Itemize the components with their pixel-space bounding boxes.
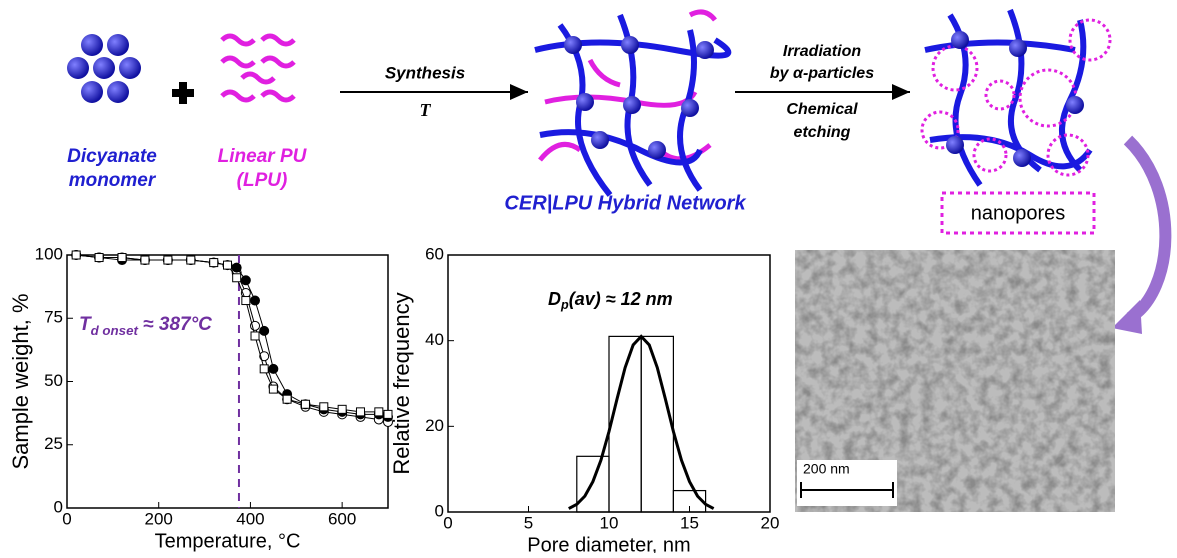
lpu-icon [220, 33, 296, 103]
arrow-head [1112, 300, 1142, 334]
marker [282, 394, 292, 404]
annotation: Td onset ≈ 387°C [79, 314, 212, 338]
marker [140, 255, 150, 265]
marker [209, 258, 219, 268]
marker [259, 325, 270, 336]
x-tick-label: 20 [761, 513, 780, 532]
annotation-part: d onset [91, 323, 139, 338]
porous-network-icon [920, 8, 1112, 187]
label: Linear PU [218, 146, 308, 167]
annotation-part: ≈ 387°C [138, 314, 212, 335]
label: nanopores [971, 202, 1066, 224]
marker [355, 407, 365, 417]
scale-label: 200 nm [803, 461, 850, 477]
y-tick-label: 40 [425, 330, 444, 349]
marker [117, 253, 127, 263]
plus-sign [172, 82, 194, 104]
nanopores-box [940, 191, 1096, 235]
label: Chemical [786, 101, 858, 118]
y-tick-label: 20 [425, 416, 444, 435]
label: Irradiation [783, 43, 861, 60]
annotation: Dp(av) ≈ 12 nm [548, 289, 673, 313]
marker [374, 407, 384, 417]
y-tick-label: 75 [44, 308, 63, 327]
y-tick-label: 100 [35, 244, 63, 263]
y-tick-label: 60 [425, 244, 444, 263]
label: monomer [69, 170, 157, 191]
network-icon [534, 9, 732, 197]
marker [232, 273, 242, 283]
x-tick-label: 15 [680, 513, 699, 532]
plot-frame [66, 254, 389, 509]
marker [250, 331, 260, 341]
x-axis-label: Temperature, °C [155, 530, 301, 552]
x-tick-label: 0 [443, 513, 452, 532]
fit-curve [568, 334, 715, 510]
x-tick-label: 5 [524, 513, 533, 532]
marker [259, 351, 270, 362]
curved-arrow [1123, 135, 1172, 324]
label: by α-particles [770, 65, 874, 82]
marker [268, 363, 279, 374]
monomer-icon [67, 34, 141, 103]
marker [241, 296, 251, 306]
marker [231, 262, 242, 273]
label: CER|LPU Hybrid Network [504, 192, 746, 214]
x-tick-label: 0 [62, 509, 71, 528]
label: Dicyanate [67, 146, 157, 167]
y-tick-label: 0 [435, 501, 444, 520]
annotation-part: p [560, 298, 569, 312]
x-tick-label: 400 [236, 509, 264, 528]
y-axis-label: Sample weight, % [8, 293, 33, 469]
bar [640, 335, 675, 513]
marker [223, 260, 232, 270]
marker [383, 409, 393, 419]
series-line [76, 254, 389, 423]
marker [240, 275, 251, 286]
marker [71, 250, 81, 260]
label: Synthesis [385, 63, 465, 82]
label: etching [794, 124, 851, 141]
y-tick-label: 0 [54, 497, 63, 516]
x-axis-label: Pore diameter, nm [527, 534, 690, 553]
marker [319, 402, 329, 412]
x-tick-label: 10 [600, 513, 619, 532]
sem-image [795, 250, 1115, 512]
y-tick-label: 25 [44, 434, 63, 453]
label: (LPU) [237, 170, 288, 191]
marker [300, 399, 310, 409]
y-axis-label: Relative frequency [389, 292, 414, 474]
marker [250, 295, 261, 306]
marker [163, 255, 173, 265]
bar [672, 489, 707, 513]
marker [259, 364, 269, 374]
annotation-part: (av) ≈ 12 nm [569, 289, 673, 309]
x-tick-label: 600 [328, 509, 356, 528]
marker [94, 253, 104, 263]
annotation-part: D [548, 289, 561, 309]
marker [186, 255, 196, 265]
marker [337, 404, 347, 414]
label: T [420, 100, 432, 120]
marker [268, 384, 278, 394]
y-tick-label: 50 [44, 371, 63, 390]
annotation-part: T [79, 314, 92, 335]
bar [608, 335, 642, 513]
x-tick-label: 200 [145, 509, 173, 528]
